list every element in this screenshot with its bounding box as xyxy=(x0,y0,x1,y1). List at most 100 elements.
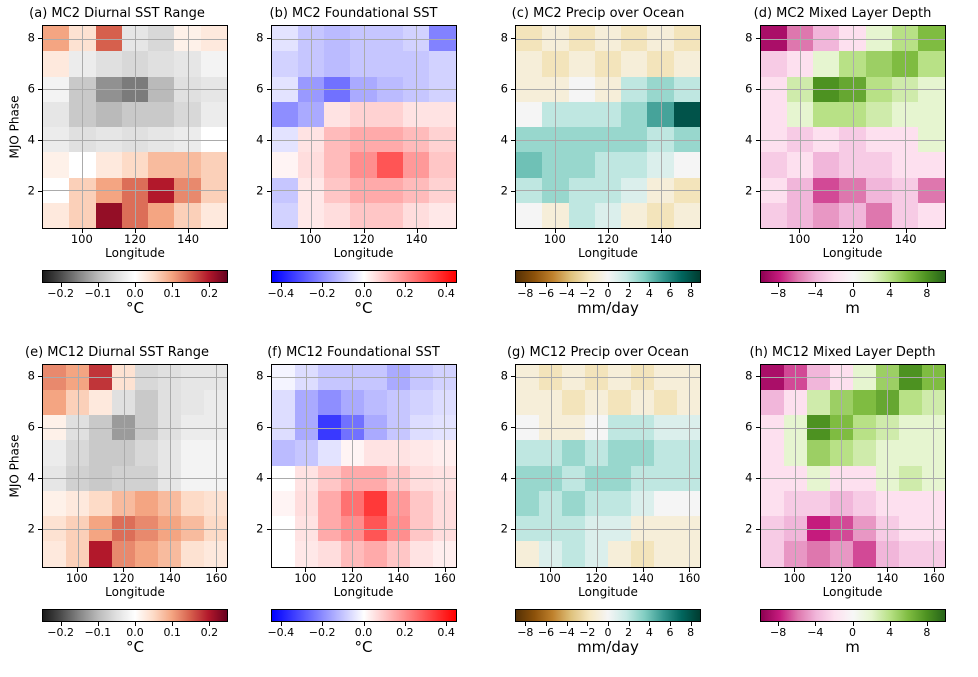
plot-area-e: MJO Phase 2 4 6 8 xyxy=(6,363,228,568)
heatmap-cell xyxy=(363,541,387,567)
gridline-horizontal xyxy=(516,528,700,530)
heatmap-cell xyxy=(95,152,122,178)
heatmap-cell xyxy=(760,101,787,127)
plot-area-b: 2 4 6 8 xyxy=(251,25,457,229)
panel-a: (a) MC2 Diurnal SST Range MJO Phase 2 4 6 8 10… xyxy=(0,0,245,339)
heatmap-cell xyxy=(43,389,66,415)
heatmap-cell xyxy=(324,202,351,228)
y-tick-label: 4 xyxy=(745,132,753,146)
x-tick-label: 160 xyxy=(922,570,945,585)
x-tick-label: 140 xyxy=(405,232,428,246)
heatmap-cell xyxy=(621,51,648,77)
heatmap-cell xyxy=(350,101,377,127)
heatmap-cell xyxy=(181,541,204,567)
y-tick-label: 4 xyxy=(500,132,508,146)
x-axis-label: Longitude xyxy=(822,246,883,260)
colorbar-tick-labels: −8 −4 0 4 8 xyxy=(760,283,946,299)
heatmap-cell xyxy=(271,440,295,466)
gridline-vertical xyxy=(841,364,842,567)
y-tick-label: 8 xyxy=(27,368,35,383)
colorbar-tick-label: 4 xyxy=(645,287,653,300)
y-axis-label: MJO Phase xyxy=(6,364,22,568)
x-tick-mark xyxy=(444,567,446,572)
gridline-horizontal xyxy=(271,190,456,192)
y-tick-mark xyxy=(511,529,515,531)
heatmap-a xyxy=(42,25,228,229)
colorbar-tick-label: −0.2 xyxy=(308,625,336,639)
plot-area-g: 2 4 6 8 xyxy=(495,363,701,568)
y-tick-labels: 2 4 6 8 xyxy=(251,364,271,568)
y-tick-mark xyxy=(38,139,42,141)
heatmap-cell xyxy=(376,101,403,127)
heatmap-cell xyxy=(621,202,648,228)
x-tick-labels: 100 120 140 xyxy=(515,229,701,246)
gridline-vertical xyxy=(905,26,907,228)
y-tick-labels: 2 4 6 8 xyxy=(495,364,515,568)
heatmap-cell xyxy=(806,490,830,516)
colorbar-tick-mark xyxy=(97,621,99,626)
y-axis-label-text: MJO Phase xyxy=(7,95,22,159)
y-tick-mark xyxy=(511,427,515,429)
heatmap-cell xyxy=(409,389,433,415)
x-tick-mark xyxy=(596,567,598,572)
heatmap-e xyxy=(42,363,228,568)
colorbar-tick-label: −0.2 xyxy=(47,287,74,300)
heatmap-cell xyxy=(654,440,677,466)
x-tick-mark xyxy=(905,229,907,233)
y-tick-mark xyxy=(38,88,42,90)
colorbar-tick-mark xyxy=(815,621,817,626)
heatmap-cell xyxy=(324,152,351,178)
y-tick-label: 2 xyxy=(500,521,508,536)
y-tick-label: 2 xyxy=(256,521,264,536)
heatmap-cell xyxy=(839,101,866,127)
colorbar-tick-label: 4 xyxy=(886,625,894,639)
gridline-vertical xyxy=(688,364,690,567)
x-tick-label: 100 xyxy=(788,232,811,246)
heatmap-cell xyxy=(516,440,539,466)
heatmap-cell xyxy=(898,541,922,567)
heatmap-cell xyxy=(429,202,456,228)
heatmap-cell xyxy=(317,541,341,567)
heatmap-cell xyxy=(409,490,433,516)
colorbar-tick-mark xyxy=(135,621,136,626)
colorbar-e: −0.2 −0.1 0.0 0.1 0.2 °C xyxy=(42,608,228,656)
heatmap-cell xyxy=(673,101,700,127)
gridline-vertical xyxy=(215,364,217,567)
y-tick-label: 2 xyxy=(256,183,264,197)
colorbar-tick-mark xyxy=(889,621,891,626)
heatmap-cell xyxy=(43,490,66,516)
panel-f: (f) MC12 Foundational SST 2 4 6 8 100 120 140 16… xyxy=(245,339,490,677)
gridline-vertical xyxy=(77,364,79,567)
y-tick-mark xyxy=(266,139,271,141)
x-tick-label: 100 xyxy=(299,232,322,246)
colorbar-tick-label: 0 xyxy=(604,625,612,639)
y-tick-label: 4 xyxy=(27,470,35,485)
gridline-vertical xyxy=(187,26,189,228)
colorbar-tick-mark xyxy=(280,283,282,287)
colorbar-tick-labels: −0.2 −0.1 0.0 0.1 0.2 xyxy=(42,283,228,299)
heatmap-c xyxy=(515,25,701,229)
x-tick-label: 120 xyxy=(352,232,375,246)
x-tick-mark xyxy=(549,567,551,572)
x-tick-labels: 100 120 140 xyxy=(760,229,946,246)
colorbar-tick-mark xyxy=(587,283,589,287)
heatmap-cell xyxy=(839,51,866,77)
x-tick-mark xyxy=(135,229,136,233)
x-tick-mark xyxy=(661,229,663,233)
colorbar-tick-mark xyxy=(404,621,406,626)
panel-title: (b) MC2 Foundational SST xyxy=(269,6,438,21)
colorbar-tick-mark xyxy=(852,621,854,626)
heatmap-cell xyxy=(918,51,945,77)
colorbar-f: −0.4 −0.2 0.0 0.2 0.4 °C xyxy=(267,608,457,656)
heatmap-cell xyxy=(654,541,677,567)
heatmap-cell xyxy=(852,389,876,415)
gridline-vertical xyxy=(660,26,662,228)
gridline-horizontal xyxy=(43,190,227,192)
y-tick-labels: 2 4 6 8 xyxy=(495,25,515,229)
y-tick-label: 2 xyxy=(500,183,508,197)
x-tick-mark xyxy=(398,567,400,572)
colorbar-h: −8 −4 0 4 8 m xyxy=(759,608,946,656)
gridline-horizontal xyxy=(760,377,945,379)
heatmap-cell xyxy=(760,490,784,516)
heatmap-cell xyxy=(654,389,677,415)
